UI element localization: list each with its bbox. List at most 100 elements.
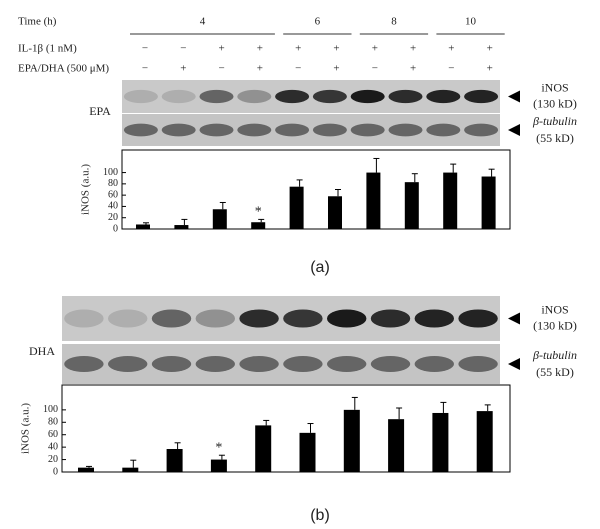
time-group: 6: [315, 16, 321, 28]
bar: [366, 172, 381, 229]
bar: [476, 411, 493, 472]
band-tubulin: [161, 123, 196, 137]
epa-sign: +: [180, 63, 186, 75]
bar: [404, 182, 419, 229]
time-group: 4: [200, 16, 206, 28]
band-inos: [414, 309, 455, 328]
tubulin-label: β-tubulin: [532, 348, 577, 362]
band-tubulin: [414, 356, 455, 372]
time-group: 10: [465, 16, 477, 28]
epa-sign: +: [257, 63, 263, 75]
y-tick-label: 20: [48, 454, 58, 465]
band-tubulin: [426, 123, 461, 137]
epa-label: EPA/DHA (500 μM): [18, 63, 109, 75]
arrow: [508, 358, 520, 370]
epa-sign: +: [410, 63, 416, 75]
band-tubulin: [107, 356, 148, 372]
y-tick-label: 80: [108, 178, 118, 189]
il-sign: +: [257, 43, 263, 55]
band-inos: [199, 89, 234, 104]
y-label: iNOS (a.u.): [20, 403, 32, 454]
y-tick-label: 40: [48, 441, 58, 452]
tubulin-label: β-tubulin: [532, 114, 577, 128]
y-tick-label: 80: [48, 417, 58, 428]
inos-kd: (130 kD): [533, 96, 577, 110]
band-tubulin: [464, 123, 499, 137]
caption: (b): [310, 507, 330, 524]
y-tick-label: 40: [108, 201, 118, 212]
band-tubulin: [275, 123, 310, 137]
il-sign: +: [448, 43, 454, 55]
band-inos: [350, 89, 385, 104]
y-tick-label: 100: [103, 167, 118, 178]
il-label: IL-1β (1 nM): [18, 43, 77, 55]
arrow: [508, 90, 520, 103]
caption: (a): [310, 259, 330, 276]
bar: [136, 224, 150, 229]
band-inos: [151, 309, 192, 328]
bar: [328, 196, 342, 229]
time-label: Time (h): [18, 16, 57, 28]
bar: [299, 432, 316, 472]
epa-sign: −: [142, 63, 148, 75]
band-tubulin: [312, 123, 347, 137]
band-inos: [161, 89, 196, 104]
bar: [289, 186, 304, 229]
epa-sign: −: [218, 63, 224, 75]
bar: [432, 412, 449, 472]
tubulin-kd: (55 kD): [536, 131, 574, 145]
band-inos: [239, 309, 279, 328]
il-sign: +: [333, 43, 339, 55]
band-inos: [107, 309, 148, 328]
band-tubulin: [199, 123, 234, 137]
band-inos: [64, 309, 104, 328]
tubulin-kd: (55 kD): [536, 365, 574, 379]
bar: [251, 222, 266, 229]
epa-sign: +: [333, 63, 339, 75]
epa-sign: +: [487, 63, 493, 75]
band-inos: [458, 309, 498, 328]
band-inos: [237, 89, 272, 104]
bar: [210, 459, 227, 472]
blot-name: EPA: [89, 104, 111, 118]
epa-sign: −: [372, 63, 378, 75]
il-sign: +: [487, 43, 493, 55]
bar: [481, 176, 496, 229]
annotation: *: [255, 205, 262, 220]
y-label: iNOS (a.u.): [80, 164, 92, 215]
bar: [166, 449, 183, 472]
y-tick-label: 0: [53, 466, 58, 477]
inos-label: iNOS: [541, 80, 568, 94]
bar: [212, 209, 227, 229]
band-tubulin: [326, 356, 367, 372]
band-inos: [123, 89, 158, 104]
epa-sign: −: [295, 63, 301, 75]
band-inos: [388, 89, 423, 104]
epa-sign: −: [448, 63, 454, 75]
il-sign: +: [218, 43, 224, 55]
il-sign: +: [295, 43, 301, 55]
band-tubulin: [370, 356, 411, 372]
il-sign: −: [180, 43, 186, 55]
il-sign: −: [142, 43, 148, 55]
inos-label: iNOS: [541, 302, 568, 316]
y-tick-label: 100: [43, 404, 58, 415]
band-tubulin: [239, 356, 279, 372]
il-sign: +: [410, 43, 416, 55]
band-inos: [464, 89, 499, 104]
inos-kd: (130 kD): [533, 318, 577, 332]
band-tubulin: [64, 356, 104, 372]
band-tubulin: [283, 356, 323, 372]
y-tick-label: 0: [113, 223, 118, 234]
y-tick-label: 60: [108, 189, 118, 200]
band-inos: [426, 89, 461, 104]
band-tubulin: [458, 356, 498, 372]
bar: [122, 467, 139, 472]
band-inos: [370, 309, 411, 328]
band-tubulin: [350, 123, 385, 137]
bar: [78, 467, 94, 472]
bar: [174, 225, 189, 229]
band-tubulin: [237, 123, 272, 137]
arrow: [508, 312, 520, 325]
bar: [443, 172, 458, 229]
